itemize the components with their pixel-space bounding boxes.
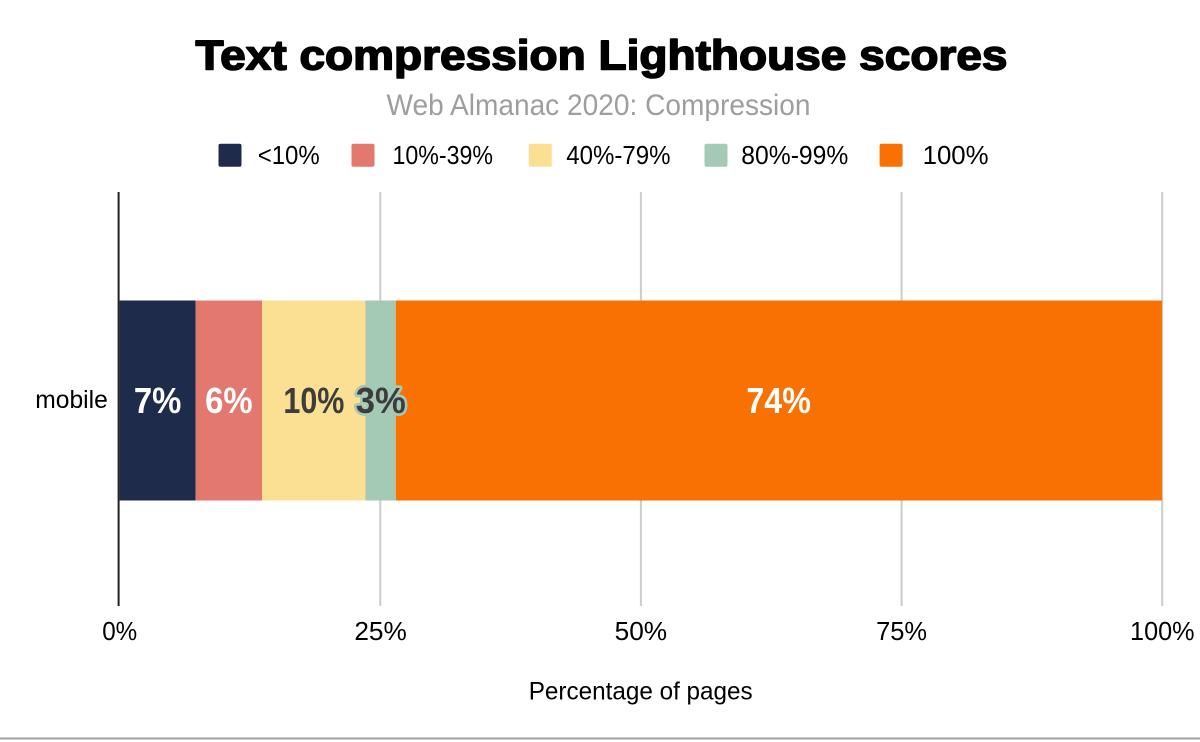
svg-text:100%: 100% <box>923 140 989 170</box>
svg-text:25%: 25% <box>354 616 407 646</box>
svg-text:6%: 6% <box>205 380 253 421</box>
svg-text:Web Almanac 2020: Compression: Web Almanac 2020: Compression <box>387 89 811 122</box>
svg-text:10%: 10% <box>283 380 344 421</box>
svg-text:<10%: <10% <box>258 140 320 170</box>
svg-text:Text compression Lighthouse sc: Text compression Lighthouse scores <box>196 32 1008 79</box>
svg-text:74%: 74% <box>746 380 811 421</box>
svg-text:Percentage of pages: Percentage of pages <box>529 677 753 705</box>
svg-text:10%-39%: 10%-39% <box>393 140 494 170</box>
svg-text:7%: 7% <box>134 380 182 421</box>
svg-text:40%-79%: 40%-79% <box>566 140 670 170</box>
svg-text:80%-99%: 80%-99% <box>741 140 848 170</box>
svg-text:0%: 0% <box>102 616 137 646</box>
svg-text:100%: 100% <box>1130 616 1195 646</box>
svg-text:mobile: mobile <box>35 386 108 414</box>
svg-text:3%: 3% <box>356 380 406 421</box>
svg-text:50%: 50% <box>615 616 668 646</box>
svg-text:75%: 75% <box>876 616 927 646</box>
